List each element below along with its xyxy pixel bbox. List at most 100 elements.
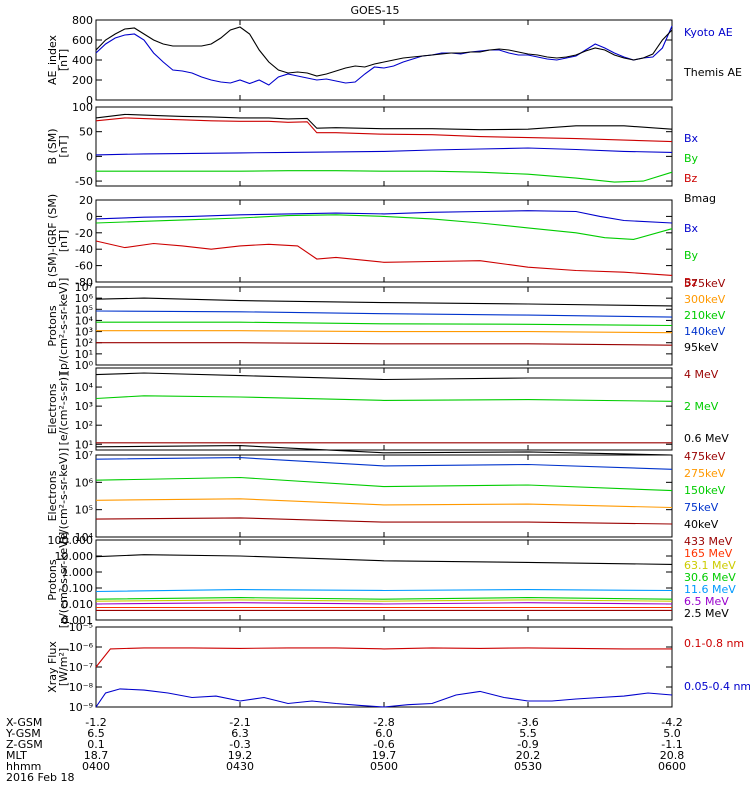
ephemeris-value: 19.7	[372, 749, 397, 762]
y-tick-label: 10⁶	[75, 292, 94, 305]
legend-label: 275keV	[684, 467, 726, 480]
panel-bigrf: -80 -60 -40 -20 0 20 B (SM)-IGRF (SM)[nT] Bx By B…	[46, 194, 699, 289]
y-axis-label: Electrons	[46, 470, 59, 521]
ephemeris-row-label: 2016 Feb 18	[6, 771, 74, 784]
y-tick-label: 100	[72, 101, 93, 114]
panel-bsm: -50 0 50 100 B (SM)[nT] Bx By Bz Bmag	[46, 101, 716, 205]
y-tick-label: 10⁰	[75, 359, 94, 372]
y-axis-label: Electrons	[46, 383, 59, 434]
series-line-300keV	[96, 330, 673, 334]
y-tick-label: 10⁻⁸	[69, 681, 94, 694]
y-tick-label: -80	[75, 276, 93, 289]
y-tick-label: 10⁻⁶	[69, 641, 94, 654]
ephemeris-value: -4.2	[661, 716, 682, 729]
ephemeris-value: -1.2	[85, 716, 106, 729]
ephemeris-value: -2.1	[229, 716, 250, 729]
y-axis-label: Protons	[46, 305, 59, 346]
y-tick-label: 10⁻⁹	[69, 701, 93, 714]
series-line-Bz	[95, 240, 673, 276]
y-tick-label: 10²	[75, 337, 93, 350]
series-line-2-MeV	[95, 395, 673, 402]
y-axis-label: AE_index	[46, 34, 59, 85]
y-tick-label: 0	[86, 210, 93, 223]
series-line-140keV	[95, 310, 673, 318]
legend-label: 4 MeV	[684, 368, 719, 381]
chart-title: GOES-15	[350, 4, 399, 17]
legend-label: 210keV	[684, 309, 726, 322]
ephemeris-value: 20.2	[516, 749, 541, 762]
ephemeris-row-label: Y-GSM	[5, 727, 41, 740]
y-tick-label: 10⁷	[75, 449, 93, 462]
panel-frame	[95, 106, 673, 187]
ephemeris-value: -2.8	[373, 716, 394, 729]
ephemeris-value: 5.5	[519, 727, 537, 740]
legend-label: 0.6 MeV	[684, 432, 729, 445]
legend-label: Kyoto AE	[684, 26, 733, 39]
series-line-0.1-0.8-nm	[95, 647, 672, 668]
legend-label: 433 MeV	[684, 535, 733, 548]
y-tick-label: 10⁶	[75, 476, 94, 489]
ephemeris-value: 0.1	[87, 738, 105, 751]
panel-frame	[95, 19, 673, 101]
legend-label: 165 MeV	[684, 547, 733, 560]
legend-label: 300keV	[684, 293, 726, 306]
y-tick-label: 10¹	[75, 348, 93, 361]
ephemeris-value: -0.6	[373, 738, 394, 751]
series-line-Themis-AE	[95, 26, 673, 77]
series-line-Bz	[95, 117, 673, 143]
y-tick-label: 10⁴	[75, 381, 94, 394]
ephemeris-value: 6.0	[375, 727, 393, 740]
ephemeris-row-label: Z-GSM	[6, 738, 43, 751]
series-line-40keV	[95, 445, 673, 456]
panel-ae: 0 200 400 600 800 AE_index[nT] Kyoto AE Themis …	[46, 14, 742, 107]
legend-label: Bz	[684, 276, 698, 289]
y-axis-label: [nT]	[57, 49, 70, 71]
legend-label: 150keV	[684, 484, 726, 497]
panel-frame	[95, 454, 673, 538]
legend-label: 475keV	[684, 450, 726, 463]
y-axis-label: [p/(cm²-s-sr-keV)]	[57, 278, 70, 375]
panel-frame	[95, 199, 673, 283]
legend-label: 63.1 MeV	[684, 559, 736, 572]
ephemeris-value: 0430	[226, 760, 254, 773]
legend-label: Bx	[684, 222, 699, 235]
legend-label: Themis AE	[683, 66, 742, 79]
y-tick-label: 10³	[75, 326, 93, 339]
panel-electrons_kev: 10⁴ 10⁵ 10⁶ 10⁷ Electrons[e/(cm²-s-sr-keV)] 4…	[46, 445, 726, 544]
series-line-Bx	[95, 147, 673, 156]
y-tick-label: 1.000	[62, 566, 94, 579]
y-tick-label: 10⁷	[75, 281, 93, 294]
ephemeris-row-label: X-GSM	[6, 716, 42, 729]
panel-frame	[95, 367, 673, 451]
legend-label: 95keV	[684, 341, 719, 354]
y-tick-label: 200	[72, 74, 93, 87]
legend-label: 6.5 MeV	[684, 595, 729, 608]
series-line-75keV	[95, 457, 673, 470]
y-tick-label: 0	[86, 150, 93, 163]
y-tick-label: 10⁵	[75, 504, 93, 517]
series-line-By	[96, 170, 673, 183]
y-tick-label: 10¹	[75, 438, 93, 451]
ephemeris-value: 0600	[658, 760, 686, 773]
y-tick-label: 10.000	[55, 550, 94, 563]
y-tick-label: 100.000	[48, 534, 94, 547]
ephemeris-value: 18.7	[84, 749, 109, 762]
ephemeris-value: 5.0	[663, 727, 681, 740]
ephemeris-row-label: hhmm	[6, 760, 41, 773]
y-tick-label: -50	[75, 175, 93, 188]
y-tick-label: -20	[75, 227, 93, 240]
y-axis-label: Xray Flux	[46, 641, 59, 693]
legend-label: 75keV	[684, 501, 719, 514]
series-line-275keV	[95, 498, 673, 509]
y-axis-label: [e/(cm²-s-sr)]	[57, 373, 70, 446]
y-tick-label: 10⁴	[75, 531, 94, 544]
series-line-11.6-MeV	[95, 589, 673, 593]
series-line-6.5-MeV	[95, 602, 673, 605]
y-axis-label: B (SM)-IGRF (SM)	[46, 194, 59, 288]
ephemeris-value: -0.9	[517, 738, 538, 751]
panel-frame	[95, 626, 673, 708]
series-line-2.5-MeV	[95, 554, 673, 565]
series-line-63.1-MeV	[95, 599, 673, 602]
ephemeris-value: 19.2	[228, 749, 253, 762]
